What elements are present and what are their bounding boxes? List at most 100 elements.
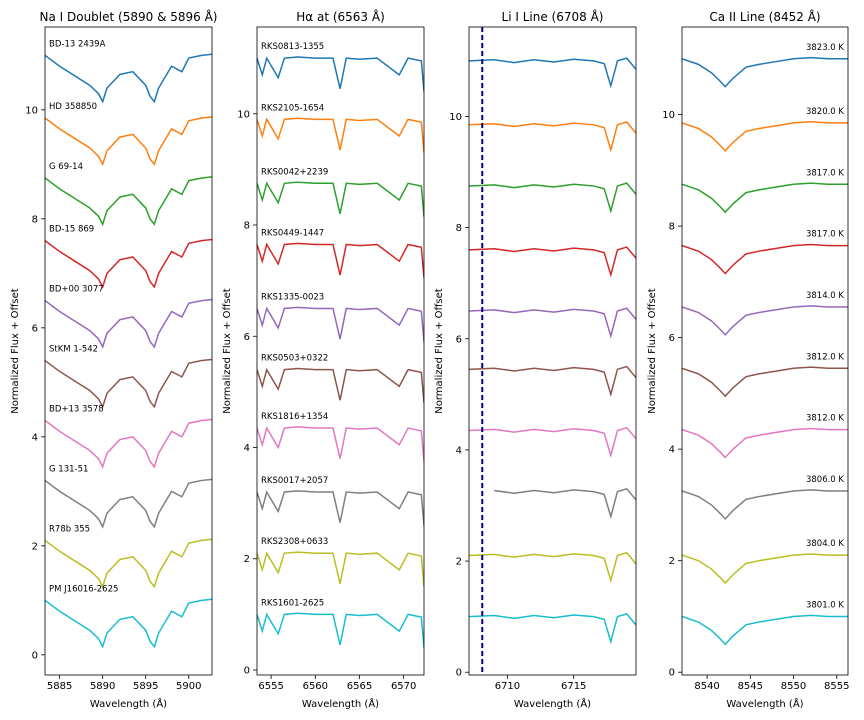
spectrum-line [682,366,848,398]
y-tick-label: 2 [32,541,38,552]
axes-frame [468,26,637,676]
spectrum-line [682,614,848,646]
series-label: RKS0042+2239 [261,167,328,177]
chart-title: Li I Line (6708 Å) [502,9,604,24]
y-tick-label: 2 [456,557,462,568]
y-axis-label: Normalized Flux + Offset [434,288,445,414]
chart-title: Hα at (6563 Å) [296,9,385,24]
series-label: 3804.0 K [806,539,844,549]
y-tick-label: 10 [25,105,38,116]
x-tick-label: 6715 [561,681,586,692]
x-axis-label: Wavelength (Å) [726,697,803,710]
series-label: RKS0503+0322 [261,354,328,364]
x-tick-label: 8555 [824,681,849,692]
y-tick-label: 0 [244,665,250,676]
x-tick-label: 6555 [258,681,283,692]
series-label: RKS2105-1654 [261,103,324,113]
y-tick-label: 4 [669,445,675,456]
y-tick-label: 6 [32,323,38,334]
y-tick-label: 6 [244,332,250,343]
series-label: 3817.0 K [806,168,844,178]
series-label: RKS1816+1354 [261,412,328,422]
y-tick-label: 8 [456,223,462,234]
series-label: BD-13 2439A [49,39,106,49]
spectrum-line [257,242,424,278]
spectrum-line [257,426,424,462]
series-label: 3812.0 K [806,414,844,424]
x-axis-label: Wavelength (Å) [90,697,167,710]
chart-title: Ca II Line (8452 Å) [709,9,820,24]
spectrum-line [45,358,212,409]
y-tick-label: 4 [32,432,38,443]
x-tick-label: 6565 [347,681,372,692]
x-tick-label: 8545 [738,681,763,692]
series-label: 3806.0 K [806,475,844,485]
spectrum-line [469,57,636,89]
y-tick-label: 0 [32,650,38,661]
spectrum-line [257,551,424,587]
y-tick-label: 6 [456,334,462,345]
spectrum-line [45,116,212,167]
spectrum-line [45,598,212,649]
spectrum-line [45,538,212,589]
x-tick-label: 5885 [47,681,72,692]
x-tick-label: 8540 [694,681,719,692]
series-label: R78b 355 [49,524,90,534]
x-tick-label: 5895 [133,681,158,692]
y-tick-label: 4 [456,445,462,456]
x-axis-label: Wavelength (Å) [302,697,379,710]
series-label: RKS2308+0633 [261,537,328,547]
y-tick-label: 10 [662,110,675,121]
spectrum-line [682,553,848,585]
spectrum-line [45,298,212,349]
y-tick-label: 6 [669,333,675,344]
y-tick-label: 0 [456,668,462,679]
series-label: RKS1601-2625 [261,598,324,608]
x-tick-label: 8550 [781,681,806,692]
y-tick-label: 8 [669,222,675,233]
series-label: 3812.0 K [806,352,844,362]
y-tick-label: 8 [244,221,250,232]
series-label: RKS0017+2057 [261,476,328,486]
spectrum-line [682,489,848,520]
series-label: RKS0449-1447 [261,228,324,238]
y-tick-label: 8 [32,214,38,225]
spectrum-line [257,367,424,404]
x-tick-label: 6560 [303,681,328,692]
spectrum-line [469,613,636,645]
series-label: PM J16016-2625 [49,584,118,594]
y-axis-label: Normalized Flux + Offset [10,288,21,414]
x-tick-label: 5890 [90,681,115,692]
spectrum-line [257,181,424,217]
series-label: 3801.0 K [806,600,844,610]
spectrum-line [45,53,212,104]
series-label: G 69-14 [49,162,83,172]
spectrum-line [45,418,212,469]
y-tick-label: 2 [244,554,250,565]
x-tick-label: 6710 [495,681,520,692]
series-label: 3817.0 K [806,230,844,240]
spectrum-line [45,478,212,529]
spectrum-line [469,551,636,584]
series-label: BD-15 869 [49,225,94,235]
spectrum-line [469,307,636,339]
spectrum-line [45,238,212,289]
spectrum-line [682,305,848,336]
series-label: HD 358850 [49,102,97,112]
y-tick-label: 10 [237,109,250,120]
spectrum-line [469,426,636,459]
spectrum-line [682,243,848,275]
spectrum-line [682,56,848,88]
axes-frame [681,26,849,676]
x-tick-label: 5900 [176,681,201,692]
series-label: 3820.0 K [806,107,844,117]
y-tick-label: 10 [449,112,462,123]
spectrum-line [682,182,848,214]
series-label: G 131-51 [49,464,88,474]
spectrum-line [257,56,424,92]
spectrum-line [494,487,636,520]
spectrum-line [682,427,848,459]
y-tick-label: 0 [669,668,675,679]
x-axis-label: Wavelength (Å) [514,697,591,710]
